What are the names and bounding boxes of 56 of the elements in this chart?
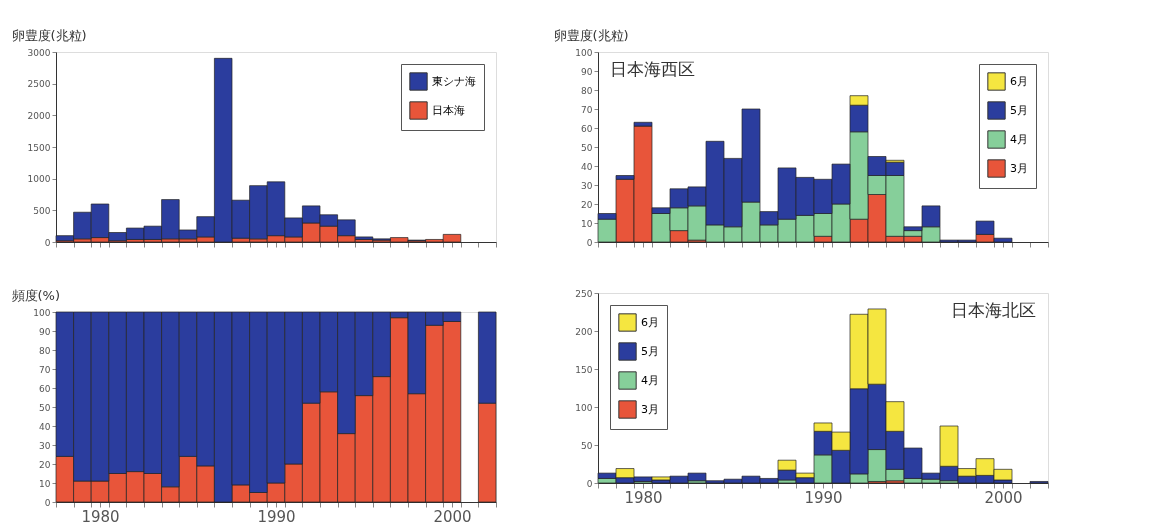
y-tick-label: 0 bbox=[586, 237, 593, 248]
legend-label: 3月 bbox=[641, 402, 659, 416]
y-tick-label: 100 bbox=[33, 307, 51, 318]
y-tick-label: 0 bbox=[44, 237, 51, 248]
legend-label: 6月 bbox=[641, 315, 659, 329]
y-tick-label: 30 bbox=[581, 180, 593, 191]
y-tick-label: 200 bbox=[575, 326, 593, 337]
y-tick-label: 20 bbox=[581, 199, 593, 210]
y-tick-label: 150 bbox=[575, 364, 593, 375]
y-tick-label: 250 bbox=[575, 288, 593, 299]
y-tick-label: 10 bbox=[39, 478, 51, 489]
y-axis-title: 頻度(%) bbox=[11, 287, 60, 303]
legend-label: 5月 bbox=[641, 344, 659, 358]
annotation: 日本海西区 bbox=[610, 59, 695, 79]
y-tick-label: 500 bbox=[33, 205, 51, 216]
y-tick-label: 50 bbox=[39, 402, 51, 413]
y-tick-label: 0 bbox=[44, 497, 51, 508]
y-tick-label: 70 bbox=[581, 104, 593, 115]
y-tick-label: 40 bbox=[39, 421, 51, 432]
y-tick-label: 0 bbox=[586, 478, 593, 489]
legend-label: 5月 bbox=[1010, 103, 1028, 117]
y-tick-label: 20 bbox=[39, 459, 51, 470]
x-tick-label: 1980 bbox=[624, 488, 663, 507]
y-tick-label: 2000 bbox=[27, 110, 51, 121]
y-tick-label: 60 bbox=[39, 383, 51, 394]
x-tick-label: 1980 bbox=[81, 507, 120, 526]
y-tick-label: 70 bbox=[39, 364, 51, 375]
y-tick-label: 50 bbox=[581, 142, 593, 153]
y-tick-label: 1000 bbox=[27, 174, 51, 185]
x-tick-label: 1990 bbox=[257, 507, 296, 526]
y-axis-title: 卵豊度(兆粒) bbox=[553, 27, 629, 43]
x-tick-label: 2000 bbox=[433, 507, 472, 526]
y-tick-label: 10 bbox=[581, 218, 593, 229]
legend-label: 日本海 bbox=[432, 103, 465, 117]
legend-label: 4月 bbox=[641, 373, 659, 387]
x-tick-label: 1990 bbox=[804, 488, 843, 507]
legend-label: 3月 bbox=[1010, 161, 1028, 175]
legend-label: 6月 bbox=[1010, 74, 1028, 88]
y-tick-label: 40 bbox=[581, 161, 593, 172]
y-axis-title: 卵豊度(兆粒) bbox=[11, 27, 87, 43]
x-tick-label: 2000 bbox=[984, 488, 1023, 507]
y-tick-label: 30 bbox=[39, 440, 51, 451]
y-tick-label: 50 bbox=[581, 440, 593, 451]
y-tick-label: 90 bbox=[581, 66, 593, 77]
y-tick-label: 80 bbox=[581, 85, 593, 96]
legend-label: 4月 bbox=[1010, 132, 1028, 146]
y-tick-label: 2500 bbox=[27, 79, 51, 90]
y-tick-label: 100 bbox=[575, 402, 593, 413]
y-tick-label: 80 bbox=[39, 345, 51, 356]
y-tick-label: 90 bbox=[39, 326, 51, 337]
y-tick-label: 1500 bbox=[27, 142, 51, 153]
y-tick-label: 100 bbox=[575, 47, 593, 58]
y-tick-label: 3000 bbox=[27, 47, 51, 58]
annotation: 日本海北区 bbox=[951, 300, 1036, 320]
legend-label: 東シナ海 bbox=[432, 74, 476, 88]
y-tick-label: 60 bbox=[581, 123, 593, 134]
